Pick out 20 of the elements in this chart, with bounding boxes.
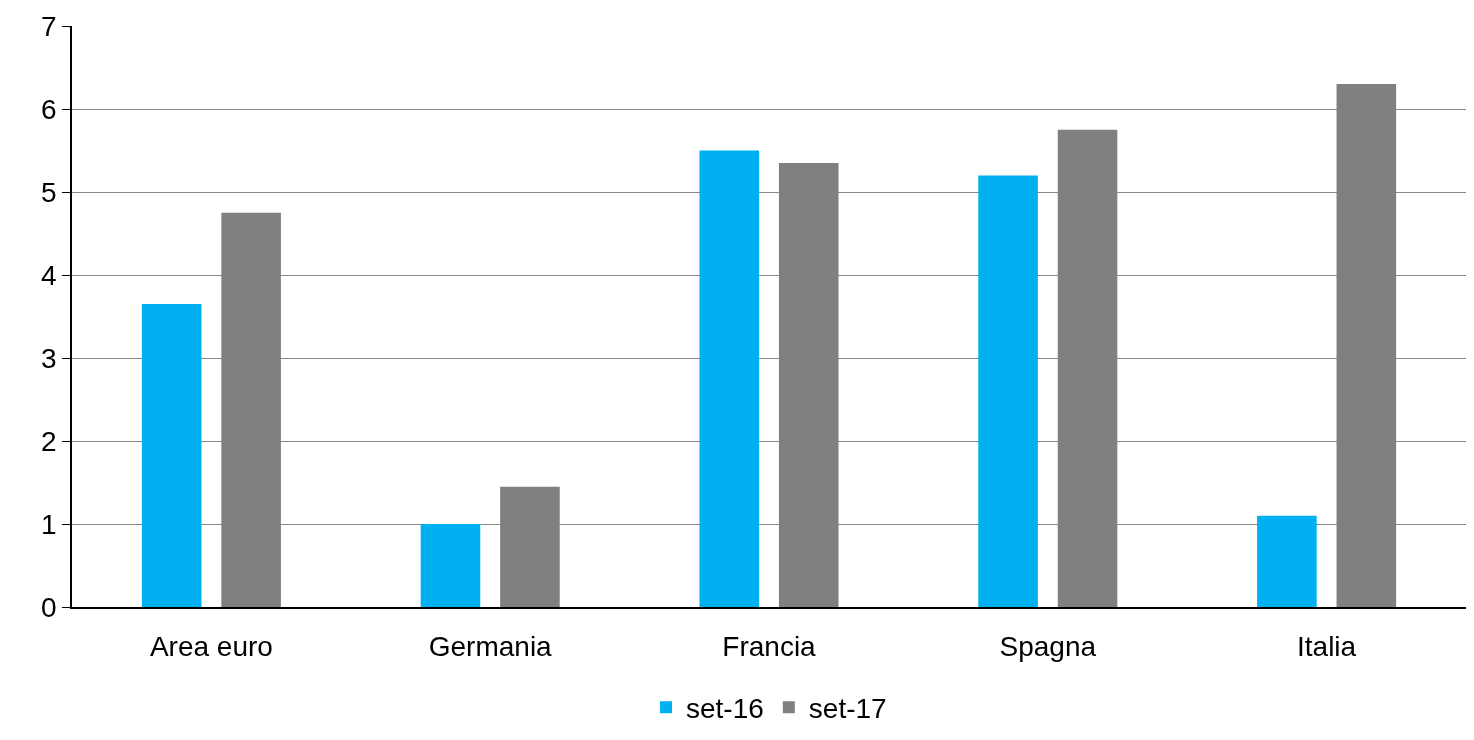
y-tick-label: 2: [41, 425, 57, 457]
y-tick-label: 5: [41, 176, 57, 208]
y-tick-label: 6: [41, 93, 57, 125]
legend-label: set-17: [808, 693, 887, 725]
x-tick-label: Area euro: [149, 631, 273, 663]
y-tick-label: 4: [41, 259, 57, 291]
bar: [699, 150, 760, 607]
y-tick-label: 1: [41, 508, 57, 540]
x-tick-label: Italia: [1297, 631, 1357, 663]
x-tick-label: Francia: [722, 631, 817, 663]
bar: [420, 524, 481, 607]
y-tick-label: 3: [41, 342, 57, 374]
bar: [141, 304, 202, 607]
y-tick-label: 7: [41, 10, 57, 42]
legend-label: set-16: [686, 693, 764, 725]
x-tick-label: Germania: [428, 631, 553, 663]
bar: [978, 175, 1038, 607]
y-tick-label: 0: [41, 591, 57, 623]
bar: [1257, 515, 1317, 607]
x-tick-label: Spagna: [999, 631, 1097, 663]
